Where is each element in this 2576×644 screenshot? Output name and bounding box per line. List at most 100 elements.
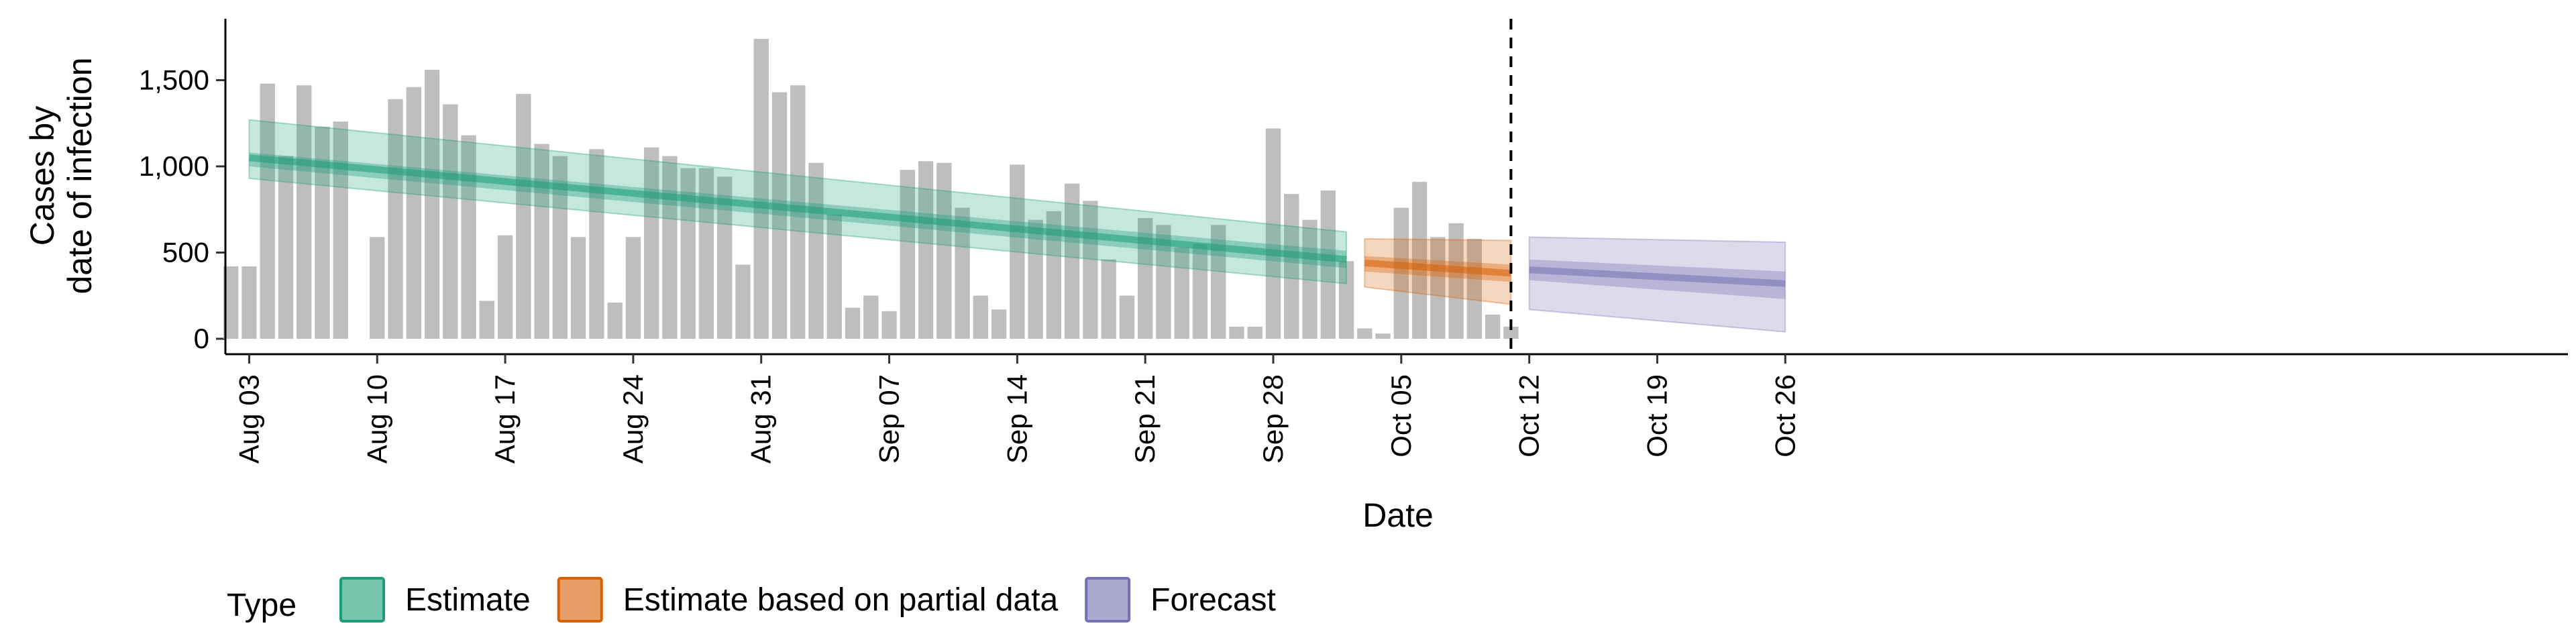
case-bar [516,94,531,339]
case-bar [717,176,733,339]
case-bar [424,70,440,339]
case-bar [1010,164,1025,339]
case-bar [991,309,1007,339]
estimate-bands [248,119,1786,333]
case-bar [497,235,513,339]
case-bar [625,237,641,339]
case-bar [1192,244,1208,339]
x-tick-label: Sep 21 [1129,374,1161,464]
case-bar [534,144,549,339]
case-bar [315,126,330,339]
case-bar [955,207,970,339]
case-bar [918,161,934,339]
case-bar [1430,237,1446,339]
case-bar [406,87,421,339]
case-bar [1375,333,1391,339]
x-tick-label: Sep 14 [1001,374,1032,464]
case-bar [1485,315,1501,339]
case-bar [479,301,494,339]
case-bar [1265,128,1281,339]
case-bar [1320,190,1336,339]
case-bar [698,168,714,339]
y-tick-label: 1,000 [139,150,209,182]
case-bar [260,83,275,339]
case-bar [1338,261,1354,339]
x-tick-label: Aug 03 [233,374,264,464]
case-bar [1284,194,1299,339]
legend-label: Forecast [1150,582,1276,618]
case-bar [1046,211,1062,339]
legend-swatch [339,577,385,623]
estimate-based-on-partial-data-median-line [1364,259,1511,277]
case-bar [333,121,348,339]
case-bar [1503,327,1519,339]
case-bar [1137,218,1153,339]
x-tick-label: Oct 05 [1385,374,1417,458]
case-bar [1101,259,1116,339]
x-tick-label: Aug 24 [617,374,649,464]
x-tick-label: Oct 12 [1513,374,1545,458]
case-bar [881,311,897,339]
case-bar [863,295,879,339]
legend-title: Type [227,588,297,623]
x-tick-label: Sep 07 [873,374,905,464]
case-bar [278,156,294,339]
case-bar [753,38,769,339]
y-tick-label: 500 [162,237,209,268]
case-bar [461,135,476,339]
legend-swatch [557,577,603,623]
x-tick-label: Sep 28 [1257,374,1289,464]
x-axis-ticks: Aug 03 Aug 10 Aug 17 Aug 24 Aug 31 Sep 07 Sep … [233,354,1801,464]
case-bar [1119,295,1135,339]
x-tick-label: Aug 17 [489,374,521,464]
case-bar [826,214,842,339]
x-axis-title: Date [1362,496,1434,534]
case-bar [370,237,385,339]
case-bar [570,237,586,339]
case-bar [771,92,788,339]
case-bar [1357,328,1373,339]
bar-series [223,38,1519,339]
case-bar [1064,183,1080,339]
case-bar [680,168,696,339]
forecast-outer-band [1528,236,1786,333]
case-bar [1466,238,1483,339]
y-axis-title-line2: date of infection [61,57,99,294]
legend: Type Estimate Estimate based on partial d… [227,577,1276,623]
case-bar [1156,225,1171,339]
case-bar [1174,247,1189,339]
case-bar [443,104,458,339]
case-bar [552,156,568,339]
legend-swatch [1085,577,1131,623]
legend-label: Estimate [405,582,531,618]
case-bar [1229,327,1244,339]
y-axis-ticks: 0 500 1,000 1,500 [139,64,225,354]
estimate-median-line [248,154,1347,263]
x-tick-label: Oct 26 [1769,374,1801,458]
legend-label: Estimate based on partial data [623,582,1059,618]
y-tick-label: 1,500 [139,64,209,96]
case-bar [936,162,952,339]
case-bar [1028,219,1043,339]
y-tick-label: 0 [194,323,209,354]
case-bar [607,303,623,339]
case-bar [1411,182,1428,339]
case-bar [297,85,312,339]
x-tick-label: Aug 31 [745,374,777,464]
case-bar [223,266,239,339]
case-bar [241,266,257,339]
case-bar [589,149,604,339]
case-bar [1247,327,1263,339]
forecast-median-line [1529,266,1786,287]
case-bar [388,99,403,339]
case-bar [973,295,989,339]
x-tick-label: Aug 10 [361,374,392,464]
case-bar [845,307,861,339]
x-tick-label: Oct 19 [1641,374,1672,458]
case-bar [790,85,806,339]
case-bar [1393,207,1409,339]
case-bar [1448,223,1464,339]
y-axis-title-line1: Cases by [23,106,61,246]
case-bar [1211,225,1226,339]
